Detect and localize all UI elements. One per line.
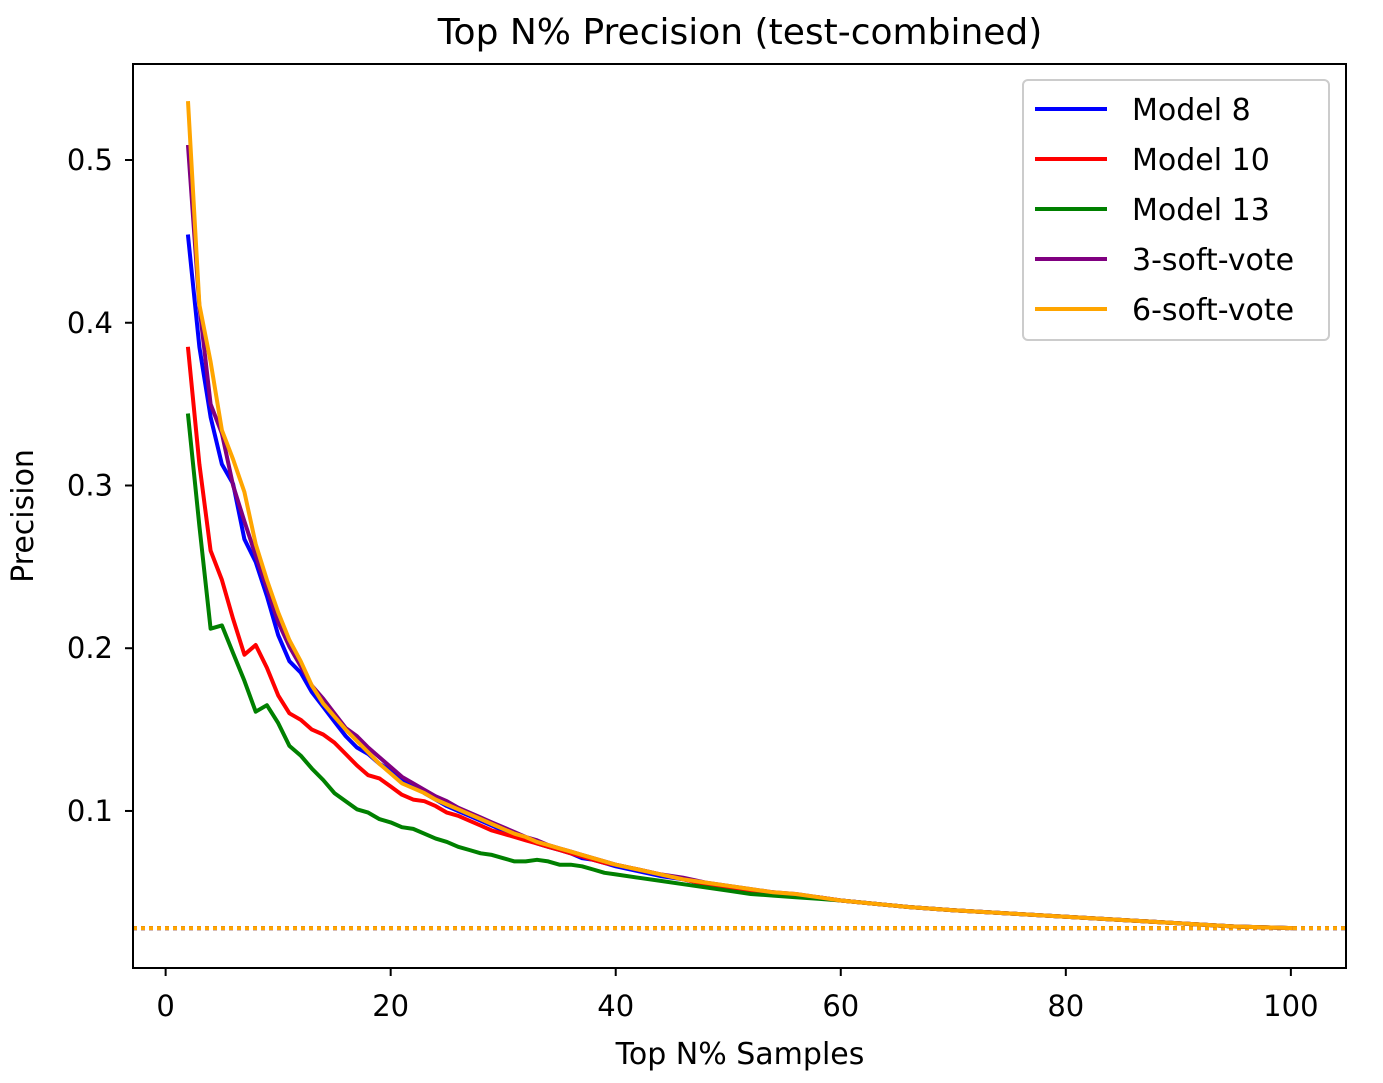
series-line-model-10 bbox=[185, 346, 1293, 931]
y-tick-label: 0.3 bbox=[67, 468, 113, 502]
series-group bbox=[185, 100, 1293, 931]
legend-label: 3-soft-vote bbox=[1132, 243, 1294, 278]
y-tick-label: 0.2 bbox=[67, 631, 113, 665]
y-axis: 0.1 0.2 0.3 0.4 0.5 bbox=[67, 143, 133, 828]
y-tick-label: 0.5 bbox=[67, 143, 113, 177]
legend-label: 6-soft-vote bbox=[1132, 293, 1294, 328]
y-axis-label: Precision bbox=[6, 449, 41, 583]
series-line-6-soft-vote bbox=[185, 100, 1293, 931]
x-tick-label: 0 bbox=[156, 989, 174, 1023]
x-tick-label: 40 bbox=[597, 989, 634, 1023]
y-tick-label: 0.1 bbox=[67, 794, 113, 828]
plot-area-frame bbox=[132, 63, 1347, 969]
legend-label: Model 13 bbox=[1132, 193, 1270, 228]
chart-title: Top N% Precision (test-combined) bbox=[437, 12, 1043, 53]
x-tick-label: 20 bbox=[372, 989, 409, 1023]
legend-box bbox=[1022, 79, 1330, 341]
y-tick-label: 0.4 bbox=[67, 306, 113, 340]
legend-label: Model 8 bbox=[1132, 93, 1251, 128]
x-tick-label: 100 bbox=[1263, 989, 1318, 1023]
legend-label: Model 10 bbox=[1132, 143, 1270, 178]
x-tick-label: 80 bbox=[1047, 989, 1084, 1023]
legend: Model 8 Model 10 Model 13 3-soft-vote 6-soft… bbox=[1022, 79, 1330, 341]
x-axis-label: Top N% Samples bbox=[615, 1037, 865, 1072]
x-axis: 0 20 40 60 80 100 bbox=[156, 968, 1319, 1023]
x-tick-label: 60 bbox=[822, 989, 859, 1023]
series-line-model-13 bbox=[185, 413, 1293, 931]
